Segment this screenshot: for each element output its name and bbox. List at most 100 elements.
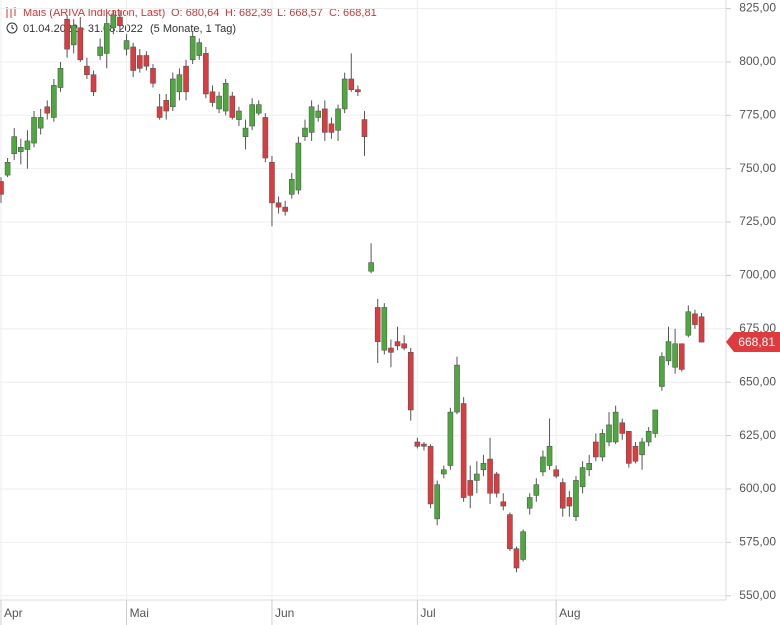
- candle: [70, 19, 77, 54]
- candle: [626, 431, 632, 468]
- ohlc-label: H: 682,39: [225, 7, 273, 19]
- candle: [454, 356, 460, 415]
- candle: [24, 130, 31, 169]
- candle-body: [599, 433, 606, 458]
- candle-body: [626, 431, 632, 464]
- candle: [97, 38, 103, 60]
- x-tick-label: Mai: [130, 606, 149, 620]
- candle: [315, 104, 322, 122]
- candle-body: [606, 424, 612, 443]
- candle-body: [685, 311, 692, 336]
- candle: [394, 326, 401, 351]
- candle: [599, 429, 606, 462]
- candle-body: [546, 445, 553, 466]
- candle-body: [692, 313, 698, 325]
- candle-body: [447, 411, 454, 466]
- candle: [123, 34, 130, 56]
- candle-body: [487, 458, 493, 494]
- candle-body: [388, 347, 394, 353]
- candle-body: [368, 262, 374, 272]
- candle: [361, 111, 368, 156]
- candle: [84, 57, 90, 80]
- candle-body: [467, 480, 474, 496]
- candle-body: [203, 53, 209, 95]
- candle-body: [110, 14, 117, 29]
- candle: [308, 100, 315, 141]
- candle-body: [500, 501, 507, 507]
- candle: [672, 328, 678, 374]
- candle: [117, 10, 123, 33]
- x-tick-label: Apr: [4, 606, 23, 620]
- candle-body: [222, 82, 229, 112]
- candle-body: [18, 147, 24, 152]
- candle: [183, 59, 189, 101]
- candle-body: [262, 117, 269, 159]
- candle: [341, 72, 348, 114]
- candle: [150, 64, 156, 88]
- last-price-marker: [726, 332, 780, 353]
- candle: [434, 480, 440, 526]
- candle: [236, 106, 242, 126]
- candle-body: [123, 40, 130, 50]
- candle-body: [361, 119, 368, 137]
- candle-body: [421, 443, 427, 447]
- candle-body: [130, 46, 136, 71]
- candle: [302, 119, 308, 141]
- candle-body: [150, 68, 156, 84]
- candle: [632, 441, 639, 464]
- candle-body: [493, 473, 500, 494]
- candle: [427, 444, 434, 509]
- candle: [566, 491, 573, 517]
- candle: [586, 454, 592, 477]
- candle: [659, 352, 665, 391]
- candle: [467, 465, 474, 509]
- candle: [242, 119, 249, 150]
- y-tick-label: 575,00: [739, 535, 776, 549]
- candle-body: [619, 422, 626, 434]
- candle-body: [209, 91, 216, 103]
- candle-body: [559, 482, 566, 509]
- candle: [368, 243, 374, 274]
- candle: [229, 91, 236, 120]
- candle-body: [407, 352, 414, 411]
- candle: [103, 14, 110, 69]
- candle-body: [645, 431, 652, 443]
- candle: [328, 117, 335, 139]
- chart-title: Mais (ARIVA Indikation, Last): [23, 7, 165, 19]
- candle: [414, 437, 421, 449]
- candle-body: [460, 403, 467, 498]
- candle: [222, 79, 229, 116]
- candle-body: [288, 179, 295, 195]
- candle: [401, 335, 407, 351]
- candle: [170, 72, 176, 112]
- candle: [520, 529, 526, 562]
- candle-body: [0, 181, 4, 195]
- candle: [474, 461, 480, 494]
- candle-body: [526, 497, 533, 509]
- candle-body: [51, 85, 57, 118]
- candle: [51, 79, 57, 122]
- candle-body: [77, 27, 84, 61]
- candle: [31, 111, 37, 148]
- candle: [533, 478, 540, 502]
- candle: [295, 136, 302, 195]
- candle: [275, 196, 282, 214]
- candle-body: [593, 441, 599, 458]
- candle-body: [44, 106, 51, 114]
- candle-body: [328, 123, 335, 133]
- x-tick-label: Aug: [559, 606, 580, 620]
- y-tick-label: 725,00: [739, 214, 776, 228]
- candle: [322, 100, 328, 141]
- candle: [4, 158, 11, 178]
- candle: [407, 348, 414, 421]
- candle-body: [37, 117, 44, 129]
- candle: [593, 433, 599, 462]
- candle-body: [11, 136, 18, 155]
- candle-body: [665, 341, 672, 362]
- candle: [487, 437, 493, 504]
- candle-body: [454, 364, 460, 413]
- candle-body: [24, 140, 31, 150]
- y-tick-label: 650,00: [739, 374, 776, 388]
- candle: [156, 93, 163, 120]
